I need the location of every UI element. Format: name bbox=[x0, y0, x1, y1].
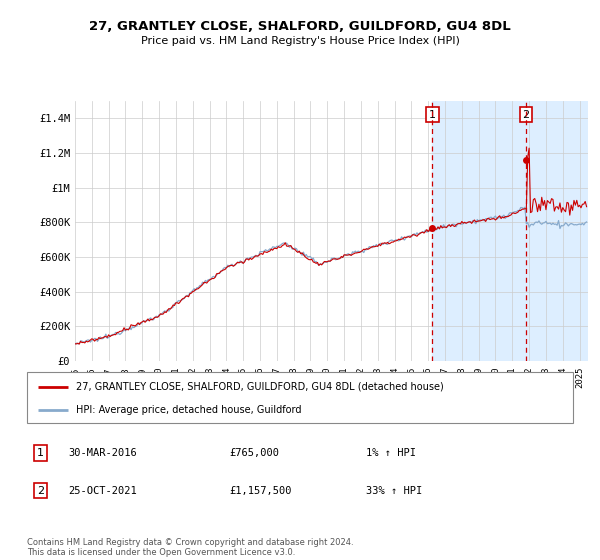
Text: 1: 1 bbox=[429, 110, 436, 120]
Text: 1: 1 bbox=[37, 448, 44, 458]
Text: 33% ↑ HPI: 33% ↑ HPI bbox=[365, 486, 422, 496]
Text: Price paid vs. HM Land Registry's House Price Index (HPI): Price paid vs. HM Land Registry's House … bbox=[140, 36, 460, 46]
Text: Contains HM Land Registry data © Crown copyright and database right 2024.
This d: Contains HM Land Registry data © Crown c… bbox=[27, 538, 353, 557]
Text: 2: 2 bbox=[523, 110, 530, 120]
Text: 27, GRANTLEY CLOSE, SHALFORD, GUILDFORD, GU4 8DL (detached house): 27, GRANTLEY CLOSE, SHALFORD, GUILDFORD,… bbox=[76, 381, 444, 391]
Bar bbox=[433, 101, 588, 361]
FancyBboxPatch shape bbox=[27, 372, 573, 423]
Text: 2: 2 bbox=[37, 486, 44, 496]
Text: £765,000: £765,000 bbox=[229, 448, 279, 458]
Text: 1% ↑ HPI: 1% ↑ HPI bbox=[365, 448, 416, 458]
Text: 27, GRANTLEY CLOSE, SHALFORD, GUILDFORD, GU4 8DL: 27, GRANTLEY CLOSE, SHALFORD, GUILDFORD,… bbox=[89, 20, 511, 32]
Text: £1,157,500: £1,157,500 bbox=[229, 486, 292, 496]
Text: HPI: Average price, detached house, Guildford: HPI: Average price, detached house, Guil… bbox=[76, 405, 302, 415]
Text: 30-MAR-2016: 30-MAR-2016 bbox=[68, 448, 137, 458]
Text: 25-OCT-2021: 25-OCT-2021 bbox=[68, 486, 137, 496]
